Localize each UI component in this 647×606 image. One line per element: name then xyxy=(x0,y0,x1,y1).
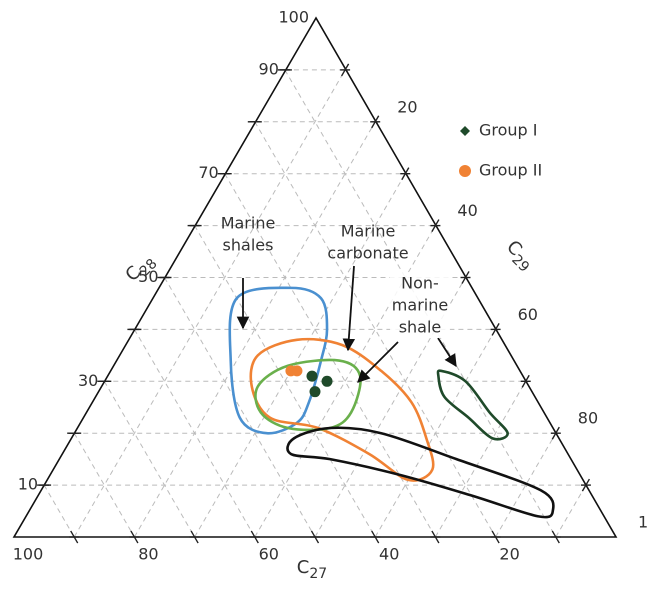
tick-label: 80 xyxy=(138,545,158,564)
grid-line xyxy=(103,381,196,538)
axis-title-main: C xyxy=(297,557,310,578)
tick-label: 50 xyxy=(138,267,158,286)
tick-label: 100 xyxy=(13,545,44,564)
annotation: Non- xyxy=(401,274,439,293)
regions xyxy=(228,286,555,519)
tick-label: 60 xyxy=(259,545,279,564)
annotation: carbonate xyxy=(327,244,408,263)
grid-line xyxy=(73,69,346,538)
annotation: Marine xyxy=(341,222,396,241)
grid-line xyxy=(314,277,466,538)
region-outline xyxy=(286,426,555,519)
grid-line xyxy=(73,432,135,538)
tick-label: 10 xyxy=(18,475,38,494)
data-point xyxy=(306,370,318,382)
grid-line xyxy=(555,484,587,538)
tick-label: 90 xyxy=(259,59,279,78)
legend-marker xyxy=(459,165,471,177)
tick-label: 20 xyxy=(397,97,417,116)
tick-label: 40 xyxy=(379,545,399,564)
tick-label: 80 xyxy=(578,409,598,428)
tick-label: 100 xyxy=(278,8,309,27)
annotation-background xyxy=(390,272,450,338)
tick-label: 30 xyxy=(78,371,98,390)
grid-line xyxy=(194,173,406,538)
grid-line xyxy=(164,277,316,538)
data-point xyxy=(309,386,321,398)
grid xyxy=(43,69,587,538)
grid-line xyxy=(224,173,436,538)
annotation: shale xyxy=(399,318,442,337)
arrow xyxy=(357,341,399,383)
foreground: 10080604020103050709010020406080100C27C2… xyxy=(13,8,647,583)
tick-label: 40 xyxy=(457,201,477,220)
region-outline xyxy=(254,358,362,432)
legend-label: Group II xyxy=(479,161,542,180)
arrow xyxy=(342,265,356,352)
tick-label: 60 xyxy=(518,305,538,324)
tick-label: 100 xyxy=(638,513,647,532)
arrows xyxy=(236,265,457,383)
legend-label: Group I xyxy=(479,121,538,140)
axis-title-sub: 27 xyxy=(309,566,327,582)
legend-marker xyxy=(460,126,470,136)
region-outline xyxy=(436,369,509,441)
region-outline xyxy=(228,286,329,435)
grid-line xyxy=(133,121,376,538)
grid-line xyxy=(254,121,497,538)
grid-line xyxy=(434,381,527,538)
tick-label: 70 xyxy=(198,163,218,182)
axis-title: C29 xyxy=(499,236,538,275)
data-point xyxy=(291,365,303,377)
arrow xyxy=(437,337,457,368)
triangle-frame xyxy=(12,16,618,538)
region-outline xyxy=(249,337,435,482)
annotation: shales xyxy=(223,236,274,255)
annotation: Marine xyxy=(221,214,276,233)
tick-label: 20 xyxy=(499,545,519,564)
grid-line xyxy=(43,484,75,538)
grid-line xyxy=(374,329,497,538)
axis-title: C27 xyxy=(297,557,327,582)
data-point xyxy=(321,375,333,387)
annotation: marine xyxy=(392,296,448,315)
grid-line xyxy=(495,432,557,538)
